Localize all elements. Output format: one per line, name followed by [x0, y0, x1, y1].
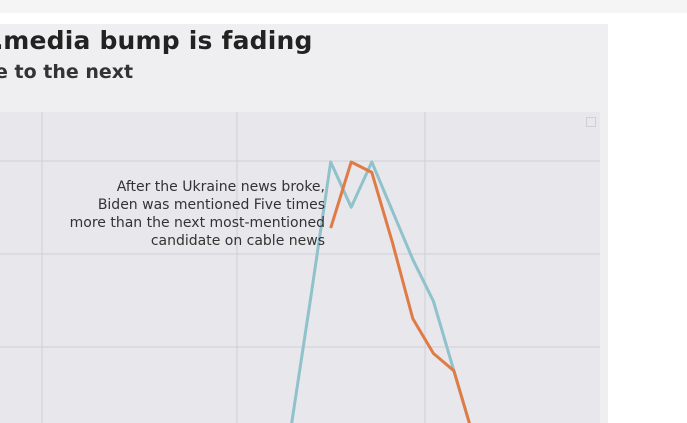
top-bar: [0, 0, 687, 13]
chart-annotation: After the Ukraine news broke, Biden was …: [69, 179, 325, 249]
chart-subtitle: …e to the next: [0, 61, 134, 83]
series-line-1: [290, 160, 471, 423]
corner-marker: [586, 117, 596, 127]
line-chart: [0, 112, 600, 423]
series-line-2: [329, 160, 471, 423]
chart-title: …media bump is fading: [0, 26, 313, 55]
chart-figure: …media bump is fading …e to the next Aft…: [0, 24, 608, 423]
series-layer: [290, 160, 471, 423]
grid-lines: [0, 112, 600, 423]
